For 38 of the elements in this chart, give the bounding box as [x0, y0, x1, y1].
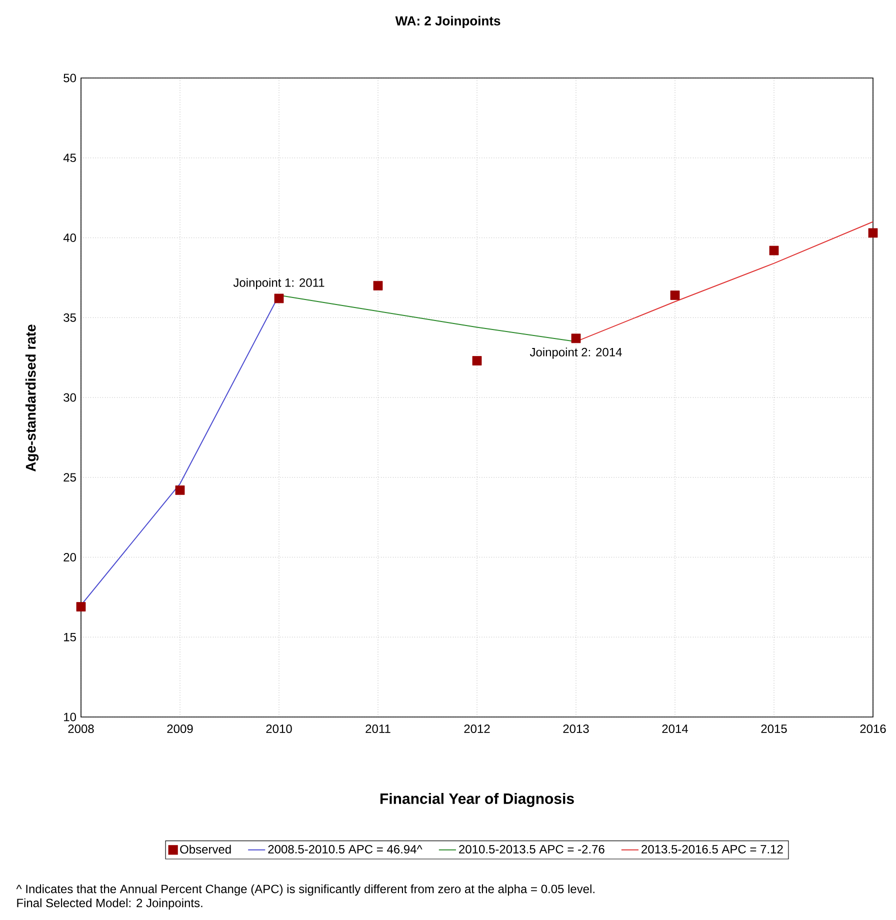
y-tick-label: 30 [64, 393, 76, 402]
y-tick-label: 20 [64, 553, 76, 562]
point [373, 280, 383, 290]
x-tick-label: 2010 [266, 724, 292, 734]
x-tick-label: 2012 [464, 724, 490, 734]
x-tick-label: 2015 [761, 724, 787, 734]
point [670, 290, 680, 300]
annotation: Joinpoint 2: 2014 [530, 348, 622, 359]
x-tick-label: 2016 [860, 724, 886, 734]
chart-title: WA: 2 Joinpoints [395, 16, 500, 28]
legend-label: 2013.5-2016.5 APC = 7.12 [642, 844, 783, 854]
text: ^ Indicates that the Annual Percent Change (APC) is significantly different from zero at the alpha = 0.05 level. [16, 884, 594, 896]
x-tick-label: 2009 [167, 724, 193, 734]
point [472, 356, 482, 366]
y-tick-label: 45 [63, 154, 76, 162]
point [868, 228, 878, 238]
x-tick-label: 2008 [68, 724, 94, 734]
legend-label: Observed [180, 844, 231, 854]
point [769, 246, 779, 256]
text: Final Selected Model: 2 Joinpoints. [17, 898, 202, 910]
x-tick-label: 2011 [366, 724, 390, 734]
x-axis-title: Financial Year of Diagnosis [380, 792, 574, 808]
legend-label: 2008.5-2010.5 APC = 46.94^ [268, 844, 422, 854]
y-tick-label: 10 [64, 712, 76, 722]
y-axis-title: Age-standardised rate [25, 324, 39, 472]
y-tick-label: 40 [63, 234, 76, 242]
point [76, 602, 86, 612]
point [274, 294, 284, 304]
x-tick-label: 2014 [662, 724, 688, 734]
legend-label: 2010.5-2013.5 APC = -2.76 [459, 844, 604, 854]
point [571, 334, 581, 344]
y-tick-label: 25 [64, 473, 76, 482]
y-tick-label: 50 [64, 74, 76, 82]
y-tick-label: 35 [64, 313, 76, 322]
point [175, 485, 185, 495]
y-tick-label: 15 [64, 632, 76, 642]
annotation: Joinpoint 1: 2011 [233, 278, 324, 290]
x-tick-label: 2013 [563, 724, 589, 734]
